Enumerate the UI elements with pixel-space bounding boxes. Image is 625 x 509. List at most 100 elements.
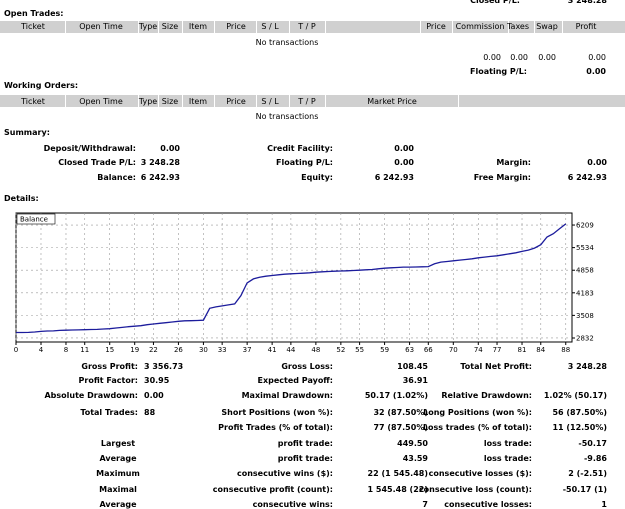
x-tick-label: 15 [105, 346, 114, 354]
stat-value: 32 (87.50%) [373, 408, 428, 417]
summary-label: Balance: [97, 173, 136, 182]
stat-label: consecutive wins: [252, 500, 333, 509]
stat-value: 11 (12.50%) [552, 423, 607, 432]
stat-label: loss trade: [483, 439, 532, 448]
summary-value: 0.00 [160, 144, 180, 153]
x-tick-label: 30 [199, 346, 208, 354]
header-separator [138, 95, 139, 108]
y-tick-label: 6209 [576, 222, 594, 230]
x-tick-label: 0 [14, 346, 18, 354]
stat-label: Gross Profit: [81, 362, 138, 371]
stat-label: profit trade: [277, 439, 333, 448]
stat-label: Average [99, 454, 137, 463]
stat-label: Absolute Drawdown: [44, 391, 138, 400]
stat-value: 30.95 [144, 376, 170, 385]
stat-value: 88 [144, 408, 156, 417]
column-header: T / P [298, 97, 316, 106]
open-trades-header [0, 21, 625, 33]
summary-value: 6 242.93 [567, 173, 607, 182]
summary-value: 3 248.28 [140, 158, 180, 167]
column-header: S / L [261, 22, 279, 31]
balance-line [16, 223, 567, 334]
x-tick-label: 41 [268, 346, 277, 354]
stat-label: Short Positions (won %): [221, 408, 333, 417]
x-tick-label: 4 [39, 346, 44, 354]
plot-area [15, 212, 573, 343]
summary-value: 0.00 [394, 144, 414, 153]
summary-value: 6 242.93 [374, 173, 414, 182]
header-separator [182, 21, 183, 33]
x-tick-label: 59 [380, 346, 389, 354]
stat-value: 22 (1 545.48) [367, 469, 428, 478]
stat-label: consecutive profit (count): [212, 485, 333, 494]
column-header: Type [138, 97, 158, 106]
total-value: 0.00 [510, 53, 528, 62]
column-header: Size [161, 22, 179, 31]
stat-label: Profit Trades (% of total): [218, 423, 333, 432]
x-tick-label: 66 [424, 346, 433, 354]
stat-value: -50.17 (1) [562, 485, 607, 494]
column-header: Swap [536, 22, 558, 31]
y-tick-label: 4183 [576, 289, 594, 297]
x-tick-label: 70 [449, 346, 458, 354]
header-separator [562, 21, 563, 33]
column-header: Price [226, 22, 246, 31]
x-tick-label: 52 [336, 346, 345, 354]
summary-label: Margin: [496, 158, 531, 167]
stat-label: Expected Payoff: [257, 376, 333, 385]
x-tick-label: 33 [218, 346, 227, 354]
stat-label: consecutive wins ($): [236, 469, 333, 478]
stat-value: 43.59 [402, 454, 428, 463]
stat-value: 50.17 (1.02%) [364, 391, 428, 400]
stat-label: Loss trades (% of total): [422, 423, 532, 432]
stat-value: -50.17 [578, 439, 607, 448]
floating-value: 0.00 [586, 67, 606, 76]
header-separator [508, 21, 509, 33]
summary-label: Deposit/Withdrawal: [43, 144, 136, 153]
header-separator [325, 21, 326, 33]
stat-label: consecutive losses: [444, 500, 532, 509]
column-header: Ticket [21, 22, 45, 31]
section-title: Working Orders: [4, 81, 79, 90]
total-value: 0.00 [538, 53, 556, 62]
summary-value: 0.00 [587, 158, 607, 167]
header-separator [182, 95, 183, 108]
y-tick-label: 3508 [576, 312, 594, 320]
stat-label: Profit Factor: [78, 376, 138, 385]
x-tick-label: 55 [355, 346, 364, 354]
column-header: Market Price [367, 97, 417, 106]
stat-label: Maximal Drawdown: [241, 391, 333, 400]
x-tick-label: 63 [405, 346, 414, 354]
header-separator [534, 21, 535, 33]
x-tick-label: 74 [474, 346, 483, 354]
legend-label: Balance [20, 216, 48, 224]
header-separator [214, 95, 215, 108]
stat-value: 1 [601, 500, 607, 509]
closed-pl-label: Closed P/L: [470, 0, 520, 5]
x-tick-label: 37 [243, 346, 252, 354]
column-header: Taxes [506, 22, 530, 31]
header-separator [289, 21, 290, 33]
empty-note: No transactions [255, 38, 319, 47]
stat-label: profit trade: [277, 454, 333, 463]
section-title: Open Trades: [4, 9, 64, 18]
working-orders-header [0, 95, 625, 107]
header-separator [214, 21, 215, 33]
stat-value: 77 (87.50%) [373, 423, 428, 432]
stat-label: consecutive losses ($): [428, 469, 532, 478]
stat-value: 108.45 [397, 362, 428, 371]
legend-box [16, 213, 56, 225]
stat-label: consecutive loss (count): [418, 485, 532, 494]
column-header: Open Time [79, 97, 123, 106]
column-header: Commission [455, 22, 505, 31]
x-tick-label: 22 [149, 346, 158, 354]
stat-label: Average [99, 500, 137, 509]
y-tick-label: 4858 [576, 267, 594, 275]
x-tick-label: 26 [174, 346, 183, 354]
header-separator [458, 95, 459, 108]
x-tick-label: 8 [64, 346, 68, 354]
x-tick-label: 84 [536, 346, 545, 354]
header-separator [420, 21, 421, 33]
column-header: Item [188, 97, 208, 106]
